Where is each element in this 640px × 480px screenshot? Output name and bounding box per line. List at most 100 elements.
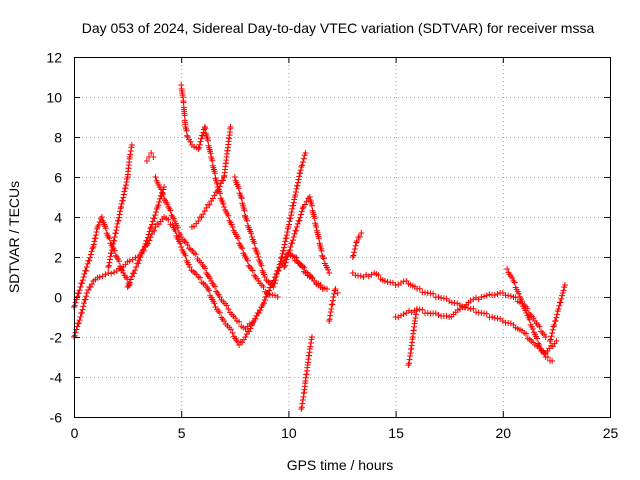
x-tick-label: 15	[388, 425, 404, 441]
data-point	[406, 356, 413, 363]
data-point	[278, 254, 285, 260]
data-point	[280, 247, 287, 254]
data-point	[414, 306, 421, 312]
data-point	[92, 235, 99, 242]
data-point	[172, 228, 179, 235]
data-point	[201, 208, 208, 214]
x-tick-label: 10	[281, 425, 297, 441]
data-point	[202, 265, 209, 272]
data-point	[311, 215, 318, 222]
data-point	[297, 214, 304, 221]
data-point	[244, 217, 251, 224]
data-point	[283, 256, 290, 263]
data-point	[110, 240, 117, 247]
data-point	[236, 318, 243, 325]
y-tick-label: 10	[46, 90, 62, 106]
data-point	[261, 274, 268, 280]
data-point	[288, 209, 295, 215]
axis-ticks: 0 5 10 15 20 25 -6 -4 -2 0 2 4 6 8 10 12	[46, 50, 618, 442]
data-point	[332, 286, 339, 292]
data-point	[145, 231, 152, 238]
data-point	[159, 191, 166, 198]
data-point	[152, 174, 159, 180]
data-point	[411, 318, 418, 324]
data-point	[78, 309, 85, 316]
grid	[74, 57, 610, 417]
data-point	[111, 247, 118, 254]
data-point	[327, 312, 334, 319]
data-point	[354, 238, 361, 244]
data-point	[174, 224, 181, 231]
data-point	[381, 278, 388, 284]
data-point	[325, 266, 332, 273]
data-point	[149, 218, 156, 225]
data-point	[534, 335, 541, 342]
data-point	[206, 275, 213, 282]
data-point	[483, 310, 490, 317]
data-point	[261, 297, 268, 303]
data-point	[319, 254, 326, 260]
data-point	[307, 343, 314, 350]
data-point	[275, 267, 282, 274]
data-point	[157, 186, 164, 193]
data-point	[155, 202, 162, 209]
data-point	[262, 293, 269, 300]
data-point	[227, 326, 234, 333]
data-marks	[71, 82, 568, 412]
data-point	[536, 323, 543, 330]
data-point	[241, 212, 248, 219]
data-point	[142, 240, 149, 247]
data-point	[470, 305, 477, 312]
data-point	[290, 202, 297, 209]
data-point	[481, 293, 488, 300]
data-point	[549, 330, 556, 336]
data-point	[274, 294, 281, 300]
data-point	[296, 217, 303, 224]
data-point	[200, 211, 207, 218]
data-point	[326, 270, 333, 276]
x-tick-label: 25	[603, 425, 619, 441]
data-point	[242, 334, 249, 340]
data-point	[351, 249, 358, 256]
series-track-14	[349, 230, 365, 260]
data-point	[80, 303, 87, 310]
series-track-19	[546, 282, 568, 344]
data-point	[144, 234, 151, 241]
y-axis-label: SDTVAR / TECUs	[6, 181, 22, 293]
data-point	[108, 250, 115, 257]
data-point	[105, 270, 112, 276]
y-tick-label: -6	[50, 410, 63, 426]
data-point	[105, 264, 112, 270]
data-point	[273, 274, 280, 280]
data-point	[133, 264, 140, 270]
data-point	[238, 244, 245, 250]
data-point	[83, 290, 90, 296]
data-point	[96, 219, 103, 225]
data-point	[158, 190, 165, 196]
data-point	[106, 256, 113, 263]
data-point	[83, 267, 90, 274]
data-point	[148, 150, 155, 156]
data-point	[400, 311, 407, 317]
data-point	[148, 221, 155, 228]
data-point	[286, 247, 293, 254]
data-point	[118, 204, 125, 210]
data-point	[288, 212, 295, 219]
data-point	[553, 338, 560, 344]
data-point	[293, 254, 300, 261]
data-point	[299, 397, 306, 403]
data-point	[83, 264, 90, 270]
data-point	[116, 211, 123, 218]
data-point	[119, 267, 126, 274]
data-point	[211, 283, 218, 290]
data-point	[98, 214, 105, 220]
data-point	[292, 189, 299, 195]
data-point	[200, 129, 207, 136]
data-point	[252, 315, 259, 322]
data-point	[109, 247, 116, 254]
data-point	[206, 201, 213, 208]
data-point	[83, 293, 90, 300]
data-point	[285, 221, 292, 228]
data-point	[544, 354, 551, 361]
